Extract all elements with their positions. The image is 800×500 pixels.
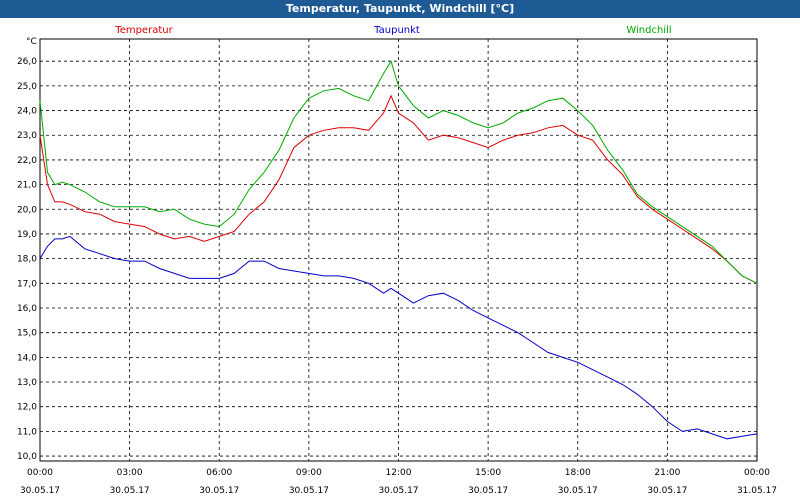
- series-line-taupunkt: [39, 235, 758, 440]
- y-tick-label: 21,0: [17, 181, 37, 191]
- x-tick-time: 21:00: [654, 468, 680, 478]
- x-tick-date: 30.05.17: [647, 486, 687, 496]
- y-tick-label: 16,0: [17, 304, 37, 314]
- window-title: Temperatur, Taupunkt, Windchill [°C]: [285, 2, 515, 15]
- y-tick-label: 26,0: [17, 57, 37, 67]
- x-tick-time: 09:00: [296, 468, 322, 478]
- y-tick-label: 17,0: [17, 279, 37, 289]
- y-axis-ticks: 10,0 11,0 12,0 13,0 14,0 15,0 16,0 17,0 18,0 19,0…: [17, 57, 37, 462]
- legend-windchill: Windchill: [626, 25, 671, 36]
- series-lines: [39, 59, 758, 440]
- y-tick-label: 14,0: [17, 353, 37, 363]
- y-axis-label: °C: [26, 37, 37, 47]
- window-title-bar: Temperatur, Taupunkt, Windchill [°C]: [0, 0, 800, 18]
- x-tick-date: 30.05.17: [289, 486, 329, 496]
- grid: [40, 39, 757, 461]
- y-tick-label: 13,0: [17, 378, 37, 388]
- x-tick-date: 30.05.17: [199, 486, 239, 496]
- y-tick-label: 12,0: [17, 403, 37, 413]
- x-tick-date: 30.05.17: [468, 486, 508, 496]
- y-tick-label: 10,0: [17, 452, 37, 462]
- x-tick-time: 06:00: [206, 468, 232, 478]
- y-tick-label: 18,0: [17, 255, 37, 265]
- x-tick-time: 18:00: [565, 468, 591, 478]
- x-tick-date: 31.05.17: [737, 486, 777, 496]
- legend-temperatur: Temperatur: [114, 25, 173, 36]
- series-line-temperatur: [39, 94, 758, 284]
- y-tick-label: 15,0: [17, 329, 37, 339]
- y-tick-label: 11,0: [17, 427, 37, 437]
- series-line-windchill: [39, 59, 758, 284]
- x-tick-time: 00:00: [744, 468, 770, 478]
- y-tick-label: 25,0: [17, 82, 37, 92]
- y-tick-label: 23,0: [17, 131, 37, 141]
- chart: 10,0 11,0 12,0 13,0 14,0 15,0 16,0 17,0 18,0 19,0…: [17, 25, 777, 496]
- x-tick-date: 30.05.17: [20, 486, 60, 496]
- x-axis-ticks: 00:00 30.05.17 03:00 30.05.17 06:00 30.05.17 0…: [20, 468, 777, 496]
- y-tick-label: 24,0: [17, 107, 37, 117]
- y-tick-label: 22,0: [17, 156, 37, 166]
- x-tick-date: 30.05.17: [110, 486, 150, 496]
- x-tick-date: 30.05.17: [378, 486, 418, 496]
- x-tick-time: 03:00: [117, 468, 143, 478]
- x-tick-time: 12:00: [386, 468, 412, 478]
- legend-taupunkt: Taupunkt: [373, 25, 420, 36]
- y-tick-label: 20,0: [17, 205, 37, 215]
- y-tick-label: 19,0: [17, 230, 37, 240]
- x-tick-date: 30.05.17: [558, 486, 598, 496]
- x-tick-time: 00:00: [27, 468, 53, 478]
- x-tick-time: 15:00: [475, 468, 501, 478]
